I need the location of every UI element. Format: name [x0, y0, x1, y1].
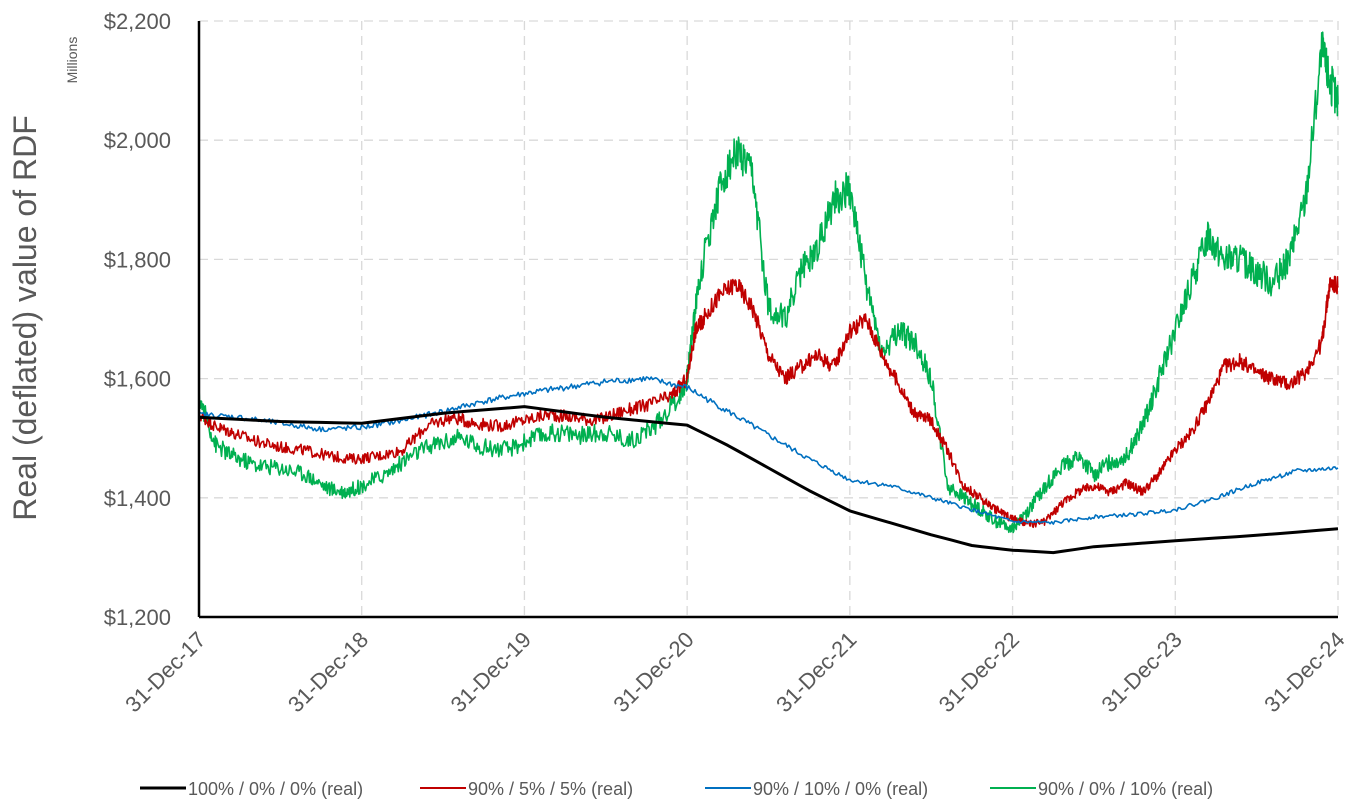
y-tick-label: $2,200: [104, 9, 171, 34]
x-tick-label: 31-Dec-18: [283, 627, 373, 717]
axes: [197, 21, 1338, 619]
y-tick-label: $1,200: [104, 605, 171, 630]
series-line: [198, 31, 1339, 534]
legend-label: 90% / 10% / 0% (real): [753, 779, 928, 799]
x-tick-label: 31-Dec-21: [771, 627, 861, 717]
x-tick-label: 31-Dec-19: [446, 627, 536, 717]
x-tick-labels: 31-Dec-17 31-Dec-18 31-Dec-19 31-Dec-20 31-D…: [120, 627, 1349, 717]
y-tick-label: $1,800: [104, 247, 171, 272]
legend-label: 90% / 5% / 5% (real): [468, 779, 633, 799]
y-tick-label: $1,600: [104, 367, 171, 392]
x-tick-label: 31-Dec-22: [934, 627, 1024, 717]
y-tick-label: $2,000: [104, 128, 171, 153]
x-tick-label: 31-Dec-24: [1259, 627, 1349, 717]
x-tick-label: 31-Dec-23: [1097, 627, 1187, 717]
legend-label: 100% / 0% / 0% (real): [188, 779, 363, 799]
x-tick-label: 31-Dec-20: [608, 627, 698, 717]
y-axis-units: Millions: [64, 37, 80, 84]
y-tick-label: $1,400: [104, 486, 171, 511]
gridlines: [199, 20, 1339, 617]
series-line: [198, 376, 1339, 525]
x-tick-label: 31-Dec-17: [120, 627, 210, 717]
legend-label: 90% / 0% / 10% (real): [1038, 779, 1213, 799]
series-line: [198, 405, 1339, 555]
legend: 100% / 0% / 0% (real) 90% / 5% / 5% (real…: [140, 779, 1213, 799]
y-axis-label: Real (deflated) value of RDF: [7, 115, 43, 521]
series-line: [198, 275, 1339, 529]
series-layer: [198, 31, 1339, 555]
y-tick-labels: $1,200 $1,400 $1,600 $1,800 $2,000 $2,200: [104, 9, 171, 630]
